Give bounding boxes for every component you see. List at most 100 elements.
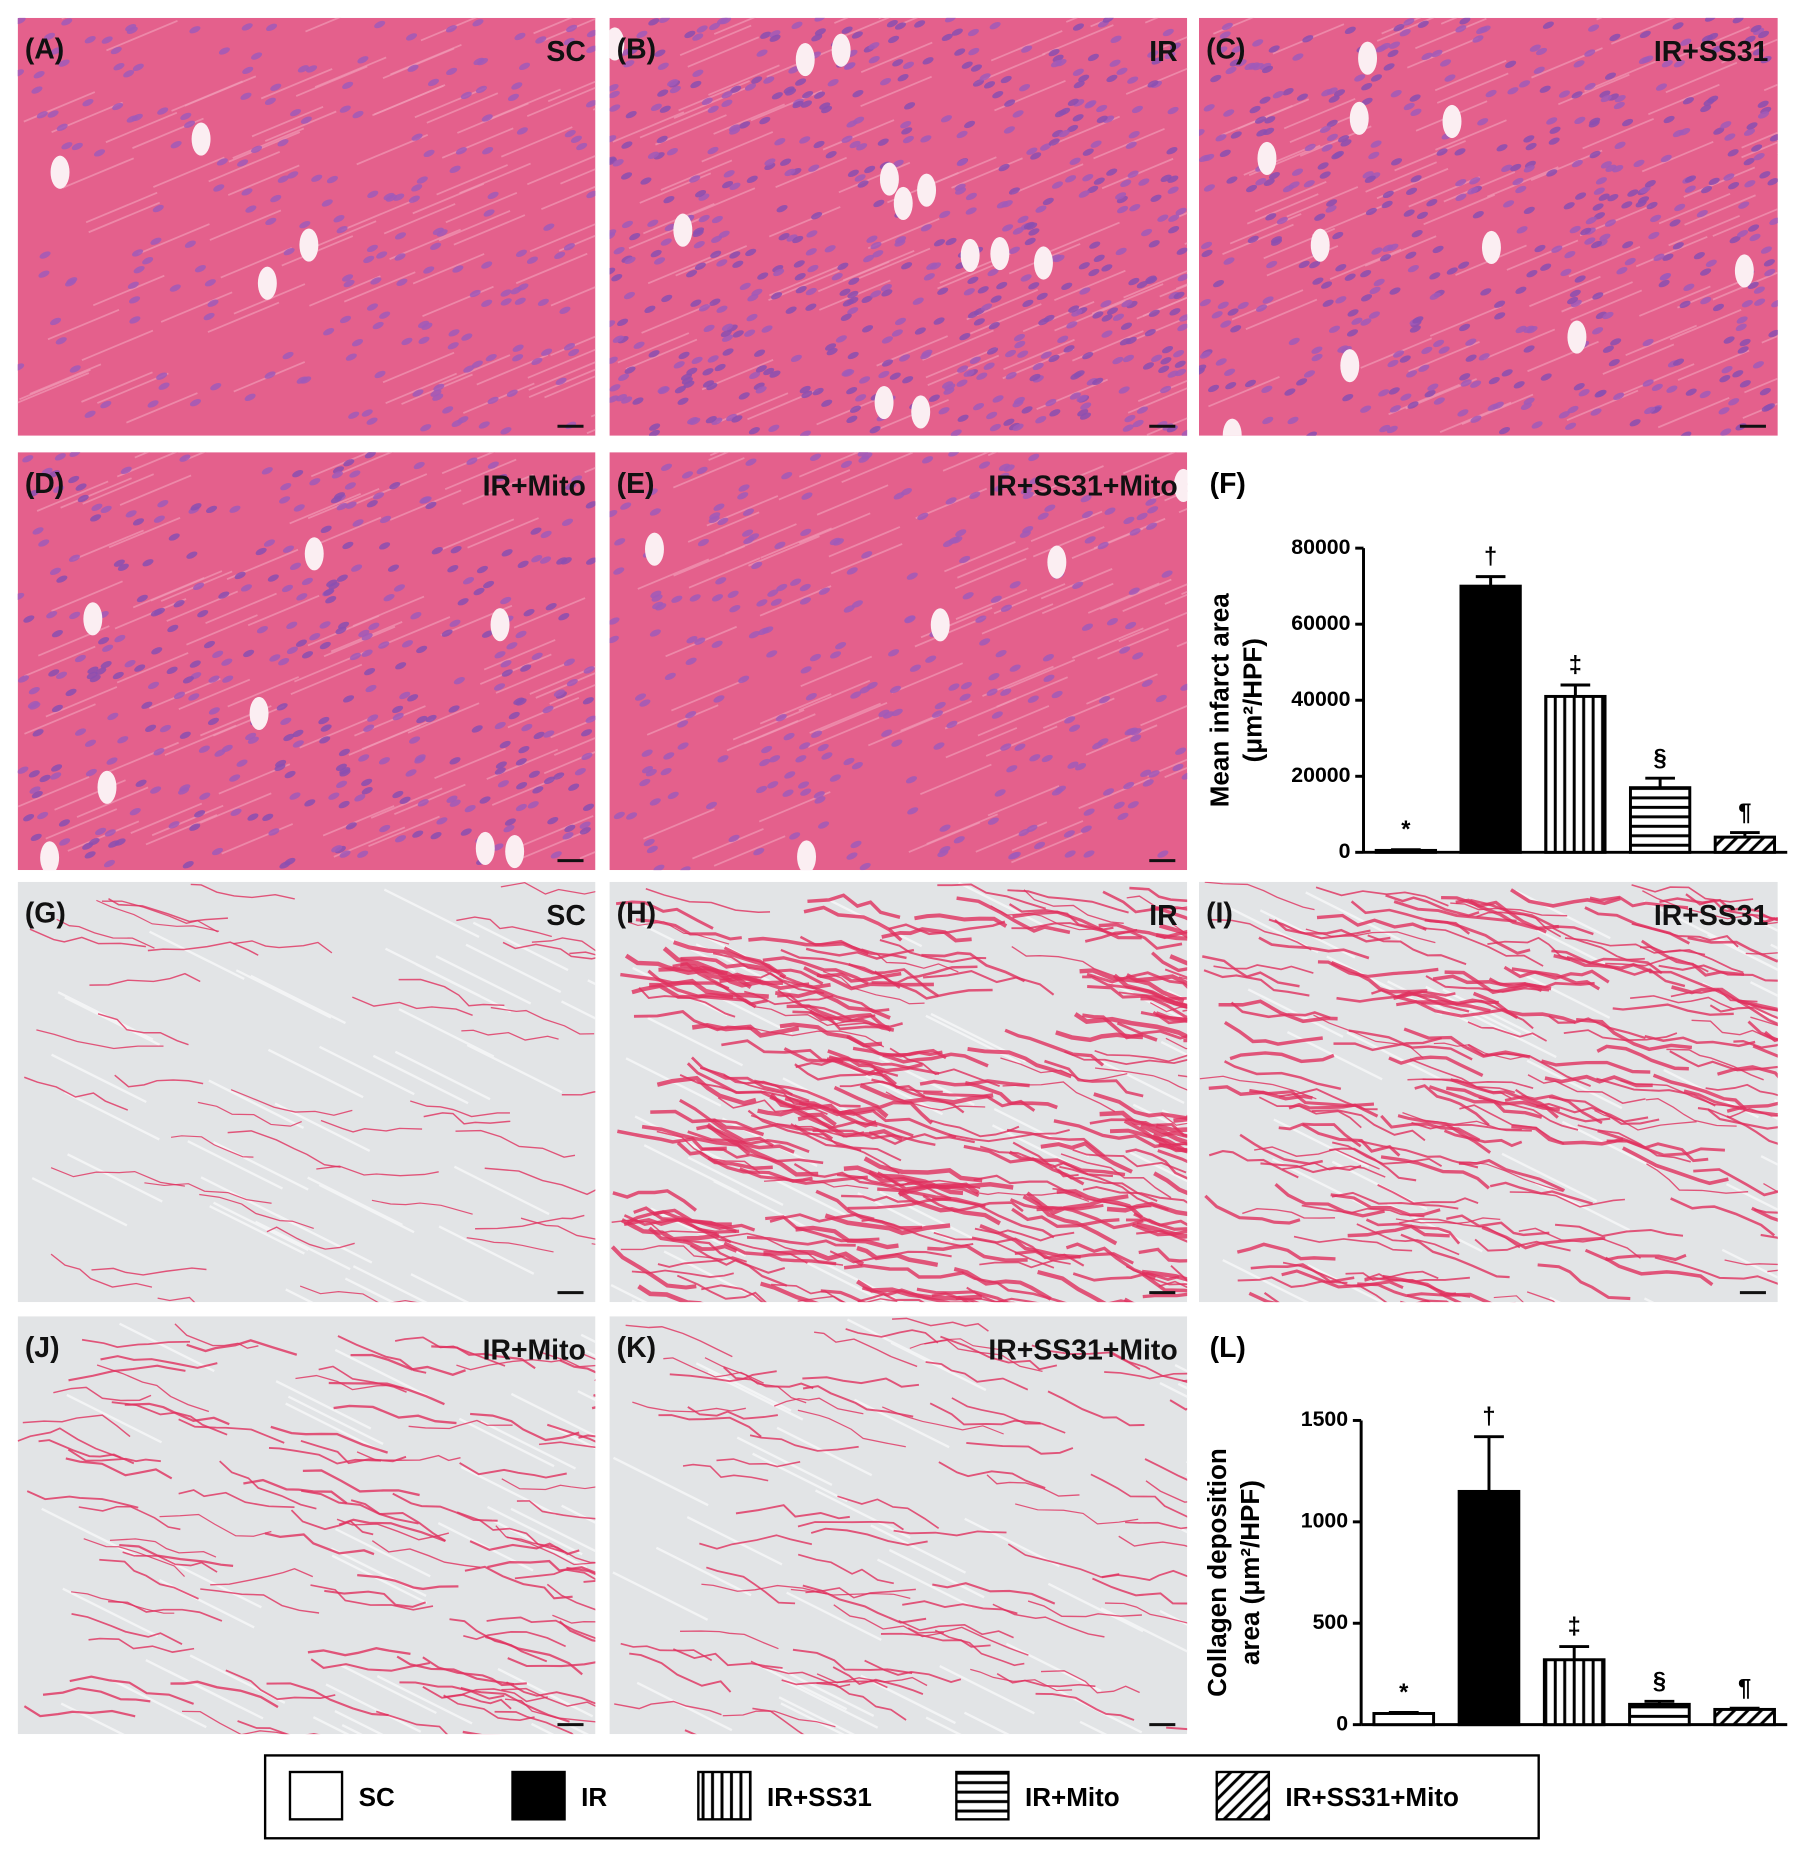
- collagen: [461, 1029, 559, 1041]
- fiber: [1721, 1248, 1778, 1279]
- nucleus: [969, 491, 981, 499]
- collagen: [620, 1218, 720, 1242]
- nucleus: [1119, 338, 1131, 346]
- nucleus: [744, 83, 757, 91]
- nucleus: [473, 587, 485, 596]
- collagen: [841, 1194, 921, 1204]
- collagen: [455, 1129, 576, 1158]
- collagen: [797, 1409, 906, 1448]
- nucleus: [989, 21, 1001, 30]
- collagen: [832, 1666, 924, 1695]
- nucleus: [296, 593, 308, 601]
- fiber: [846, 1318, 943, 1369]
- nucleus: [839, 288, 851, 296]
- panel-label: (J): [25, 1332, 60, 1364]
- nucleus: [1736, 316, 1748, 324]
- collagen: [932, 1582, 1056, 1605]
- collagen: [470, 1412, 580, 1442]
- fiber: [550, 335, 596, 357]
- nucleus: [1127, 801, 1139, 809]
- fiber: [1749, 981, 1778, 998]
- fiber: [860, 41, 933, 73]
- collagen: [371, 1540, 481, 1568]
- collagen: [629, 1652, 732, 1693]
- collagen: [494, 1710, 574, 1735]
- nucleus: [283, 247, 295, 256]
- nucleus: [674, 386, 686, 394]
- nucleus: [1006, 765, 1018, 773]
- nucleus: [553, 689, 565, 697]
- nucleus: [866, 235, 878, 243]
- collagen: [780, 948, 901, 989]
- fiber: [533, 17, 574, 35]
- nucleus: [117, 736, 129, 744]
- nucleus: [1000, 688, 1012, 696]
- fiber: [187, 1140, 284, 1190]
- nucleus: [1104, 507, 1116, 515]
- nucleus: [1680, 431, 1692, 436]
- nucleus: [1571, 159, 1583, 168]
- collagen: [1136, 1229, 1188, 1243]
- fiber: [815, 701, 888, 734]
- nucleus: [442, 406, 454, 414]
- nucleus: [611, 273, 623, 282]
- nucleus: [1661, 60, 1673, 68]
- nucleus: [650, 103, 662, 111]
- nucleus: [1268, 45, 1280, 53]
- fiber: [47, 308, 120, 341]
- nucleus: [566, 24, 578, 33]
- nucleus: [1161, 570, 1173, 578]
- nucleus: [609, 617, 620, 625]
- nucleus: [338, 800, 350, 809]
- nucleus: [1063, 830, 1075, 838]
- vacuole: [797, 840, 817, 871]
- fiber: [759, 585, 832, 617]
- nucleus: [1588, 24, 1600, 32]
- nucleus: [738, 392, 750, 400]
- nucleus: [1082, 351, 1094, 360]
- nucleus: [416, 176, 428, 184]
- collagen: [531, 937, 596, 952]
- nucleus: [1705, 259, 1717, 267]
- collagen: [663, 1357, 764, 1384]
- nucleus: [861, 551, 873, 559]
- nucleus: [69, 365, 81, 373]
- nucleus: [711, 594, 723, 602]
- nucleus: [841, 26, 853, 34]
- nucleus: [1729, 235, 1741, 244]
- collagen: [657, 1256, 747, 1268]
- collagen: [1181, 1379, 1188, 1384]
- nucleus: [1088, 268, 1100, 277]
- fiber: [1429, 305, 1502, 337]
- collagen: [350, 1499, 447, 1542]
- nucleus: [56, 123, 68, 132]
- nucleus: [684, 30, 696, 39]
- nucleus: [409, 736, 421, 744]
- fiber: [1185, 1473, 1188, 1477]
- nucleus: [492, 843, 504, 851]
- nucleus: [112, 102, 124, 111]
- nucleus: [147, 400, 159, 408]
- nucleus: [778, 233, 790, 241]
- nucleus: [114, 634, 126, 643]
- fiber: [309, 275, 381, 307]
- nucleus: [1446, 267, 1458, 275]
- nucleus: [82, 99, 94, 107]
- nucleus: [1147, 80, 1159, 88]
- tissue: [609, 17, 1188, 436]
- nucleus: [1546, 117, 1558, 125]
- fiber: [1011, 820, 1084, 852]
- nucleus: [550, 851, 562, 859]
- collagen: [746, 1236, 856, 1247]
- nucleus: [749, 371, 761, 380]
- fiber: [331, 1554, 428, 1605]
- fiber: [1407, 37, 1479, 69]
- nucleus: [510, 286, 522, 295]
- nucleus: [331, 471, 343, 479]
- nucleus: [773, 268, 785, 277]
- nucleus: [586, 190, 596, 199]
- fiber: [23, 91, 96, 123]
- collagen: [449, 1618, 548, 1663]
- fiber: [88, 201, 161, 234]
- nucleus: [179, 454, 191, 462]
